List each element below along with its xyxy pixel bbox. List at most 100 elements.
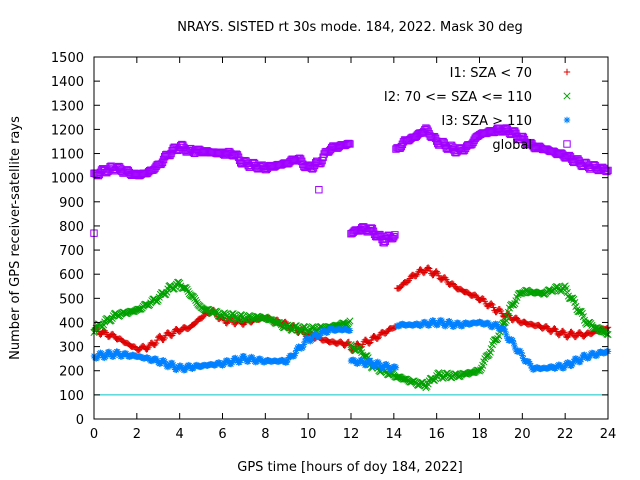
- data-point: [356, 344, 364, 352]
- data-point: [192, 296, 200, 304]
- data-point: [191, 294, 199, 302]
- series-2: [90, 316, 612, 374]
- legend-label: global: [492, 138, 532, 153]
- x-tick-label: 16: [428, 427, 445, 442]
- data-point: [264, 316, 273, 324]
- data-point: [568, 328, 575, 336]
- data-point: [477, 366, 485, 374]
- y-tick-label: 1000: [51, 172, 84, 187]
- x-tick-label: 12: [343, 427, 360, 442]
- data-point: [518, 349, 525, 356]
- data-point: [152, 297, 160, 305]
- legend-marker: [563, 68, 571, 76]
- x-tick-label: 4: [176, 427, 184, 442]
- data-point: [481, 298, 489, 305]
- y-tick-label: 800: [59, 220, 84, 235]
- data-point: [392, 364, 400, 371]
- x-tick-label: 14: [386, 427, 403, 442]
- series-0: [90, 264, 612, 354]
- y-tick-label: 400: [59, 316, 84, 331]
- data-point: [427, 267, 434, 275]
- data-point: [543, 323, 551, 330]
- y-axis-label: Number of GPS receiver-satellite rays: [8, 116, 23, 360]
- data-point: [166, 151, 174, 160]
- data-point: [374, 335, 381, 342]
- data-point: [490, 304, 497, 311]
- data-point: [149, 295, 157, 303]
- data-point: [503, 313, 511, 321]
- data-point: [399, 375, 408, 383]
- data-point: [511, 127, 519, 135]
- legend-marker: [563, 116, 571, 124]
- data-point: [366, 340, 373, 347]
- legend: I1: SZA < 70 I2: 70 <= SZA <= 110 I3: SZA …: [384, 66, 571, 153]
- data-point: [501, 318, 509, 326]
- legend-label: I1: SZA < 70: [450, 66, 532, 81]
- data-point: [402, 375, 410, 383]
- data-point: [147, 299, 155, 307]
- y-tick-label: 1200: [51, 123, 84, 138]
- data-point: [404, 278, 411, 286]
- y-tick-label: 0: [76, 413, 84, 428]
- data-point: [153, 336, 161, 344]
- data-point: [222, 310, 230, 318]
- data-point: [346, 140, 354, 148]
- y-tick-label: 700: [59, 244, 84, 259]
- y-tick-label: 500: [59, 292, 84, 307]
- data-point: [600, 328, 608, 336]
- data-point: [559, 327, 567, 335]
- data-point: [122, 310, 130, 318]
- data-point: [469, 369, 477, 377]
- data-point: [423, 125, 431, 133]
- data-point: [572, 333, 580, 341]
- series-3: [90, 124, 612, 247]
- data-point: [134, 305, 142, 313]
- legend-label: I2: 70 <= SZA <= 110: [384, 90, 532, 105]
- x-tick-label: 6: [218, 427, 226, 442]
- data-point: [434, 269, 441, 277]
- legend-marker: [563, 140, 571, 148]
- data-point: [183, 285, 191, 293]
- data-point: [342, 320, 350, 328]
- data-point: [376, 230, 384, 239]
- data-point: [296, 155, 305, 163]
- data-point: [495, 332, 503, 340]
- data-point: [317, 159, 325, 167]
- data-point: [162, 290, 170, 298]
- chart-title: NRAYS. SISTED rt 30s mode. 184, 2022. Ma…: [177, 20, 523, 35]
- x-tick-label: 2: [133, 427, 141, 442]
- x-tick-label: 24: [600, 427, 617, 442]
- data-point: [267, 316, 275, 324]
- data-point: [603, 167, 611, 176]
- x-tick-label: 18: [471, 427, 488, 442]
- data-point: [489, 301, 496, 309]
- legend-label: I3: SZA > 110: [441, 114, 532, 129]
- y-tick-label: 300: [59, 341, 84, 356]
- y-tick-label: 900: [59, 196, 84, 211]
- data-point: [564, 334, 571, 341]
- data-point: [603, 330, 611, 338]
- outlier-point: [315, 186, 323, 194]
- y-tick-label: 1400: [51, 75, 84, 90]
- y-tick-label: 1300: [51, 99, 84, 114]
- data-point: [487, 345, 495, 353]
- data-point: [359, 341, 366, 348]
- x-tick-label: 20: [514, 427, 531, 442]
- data-point: [577, 308, 585, 316]
- data-point: [485, 350, 493, 359]
- data-point: [300, 341, 308, 348]
- data-point: [440, 373, 448, 381]
- data-point: [110, 331, 117, 338]
- y-tick-label: 200: [59, 365, 84, 380]
- x-tick-label: 22: [557, 427, 574, 442]
- y-tick-label: 100: [59, 389, 84, 404]
- data-point: [488, 300, 495, 307]
- data-point: [558, 286, 566, 295]
- data-point: [99, 323, 107, 331]
- legend-marker: [563, 92, 571, 100]
- data-point: [509, 301, 517, 309]
- data-point: [568, 294, 576, 302]
- y-tick-label: 600: [59, 268, 84, 283]
- data-point: [279, 324, 288, 332]
